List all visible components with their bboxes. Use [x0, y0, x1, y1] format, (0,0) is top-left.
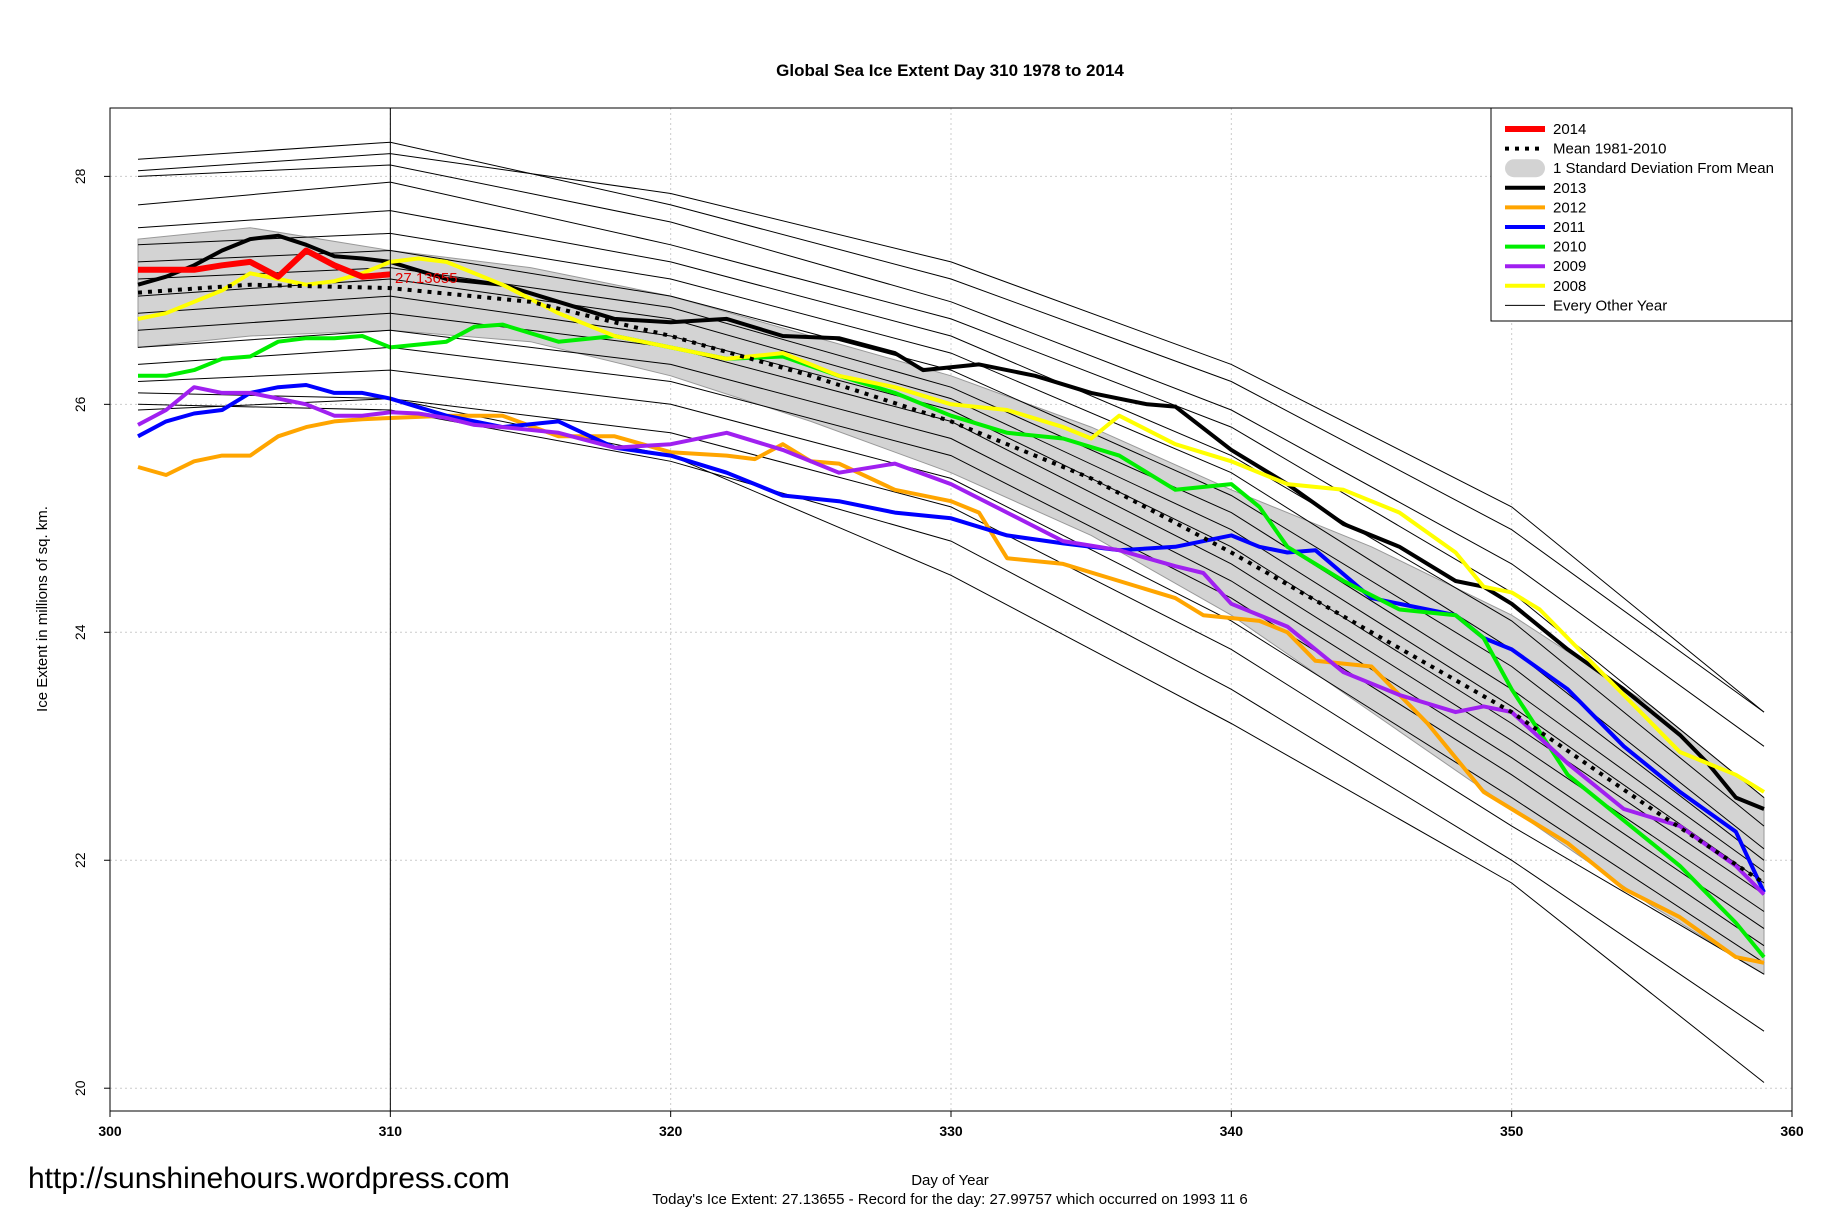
x-axis-ticks: 300 310 320 330 340 350 360 — [98, 1111, 1804, 1139]
x-tick-label: 300 — [98, 1123, 122, 1139]
series-line-2013 — [137, 233, 1765, 811]
series-line-2010 — [138, 322, 1766, 959]
watermark-url: http://sunshinehours.wordpress.com — [28, 1162, 510, 1195]
legend-label: Mean 1981-2010 — [1553, 141, 1666, 158]
y-tick-label: 28 — [72, 168, 88, 184]
y-tick-label: 24 — [72, 624, 88, 640]
legend-label: 2013 — [1553, 180, 1586, 197]
chart-title: Global Sea Ice Extent Day 310 1978 to 20… — [776, 61, 1124, 80]
x-tick-label: 310 — [379, 1123, 403, 1139]
x-tick-label: 360 — [1780, 1123, 1804, 1139]
y-tick-label: 26 — [72, 396, 88, 412]
y-tick-label: 20 — [72, 1080, 88, 1096]
legend: 2014 Mean 1981-2010 1 Standard Deviation F… — [1490, 107, 1793, 322]
legend-label: 2009 — [1553, 258, 1586, 275]
x-tick-label: 340 — [1220, 1123, 1244, 1139]
legend-label: 2012 — [1553, 199, 1586, 216]
series-line-2014 — [138, 247, 391, 280]
legend-label: Every Other Year — [1553, 297, 1667, 314]
legend-label: 2008 — [1553, 278, 1586, 295]
legend-key-band — [1505, 159, 1545, 178]
series-line-2009 — [137, 385, 1766, 896]
y-axis-ticks: 20 22 24 26 28 — [72, 168, 110, 1096]
legend-label: 2014 — [1553, 121, 1586, 138]
x-tick-label: 330 — [939, 1123, 963, 1139]
y-axis-label: Ice Extent in millions of sq. km. — [34, 506, 51, 712]
x-tick-label: 320 — [659, 1123, 683, 1139]
footer-caption: Today's Ice Extent: 27.13655 - Record fo… — [652, 1191, 1247, 1208]
x-axis-label: Day of Year — [911, 1172, 989, 1189]
highlight-series-lines — [137, 233, 1766, 965]
legend-label: 2011 — [1553, 219, 1585, 236]
legend-label: 2010 — [1553, 239, 1586, 256]
series-line-2008 — [137, 256, 1766, 794]
x-tick-label: 350 — [1500, 1123, 1524, 1139]
legend-label: 1 Standard Deviation From Mean — [1553, 160, 1774, 177]
current-value-label: 27.13655 — [395, 270, 458, 287]
series-line-2012 — [137, 413, 1765, 965]
y-tick-label: 22 — [72, 852, 88, 868]
